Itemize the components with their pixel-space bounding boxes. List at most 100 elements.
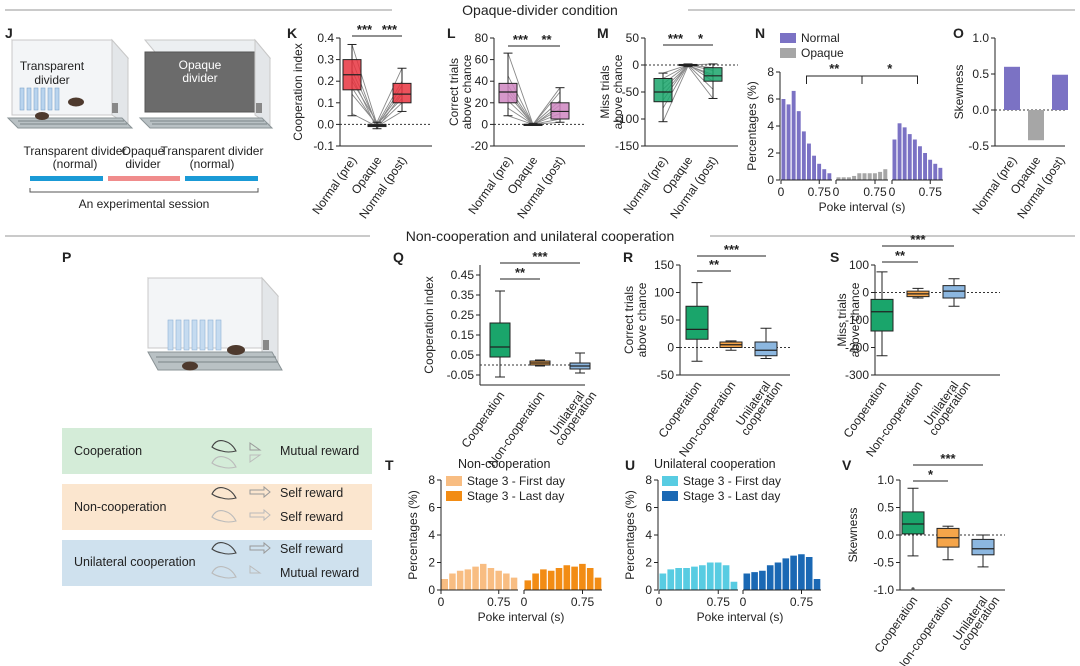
histogram-bar: [759, 570, 766, 590]
panel-letter-K: K: [287, 25, 297, 41]
transparent-divider-label: divider: [34, 73, 69, 87]
box-iqr: [653, 78, 673, 103]
histogram-bar: [472, 566, 479, 590]
panel-letter-J: J: [5, 25, 13, 41]
panel-letter-S: S: [830, 249, 839, 265]
y-tick-label: 100: [849, 258, 869, 272]
y-axis-label: Skewness: [952, 65, 966, 120]
reward-label: Self reward: [280, 542, 343, 556]
condition-cooperation: Cooperation Mutual reward: [62, 428, 372, 474]
y-tick-label: -0.5: [873, 556, 894, 570]
histogram-bar: [878, 171, 883, 180]
bar: [1028, 110, 1044, 141]
y-axis-label: Miss trials: [835, 293, 849, 346]
significance-label: ***: [910, 232, 926, 247]
mouse-outline-icon: [211, 566, 237, 579]
histogram-bar: [841, 177, 846, 180]
box: [942, 278, 966, 307]
box-iqr: [901, 511, 925, 535]
y-tick-label: 2: [645, 556, 652, 570]
panel-letter-V: V: [842, 457, 852, 473]
chart-title: Non-cooperation: [458, 457, 550, 471]
histogram-bar: [817, 163, 822, 180]
histogram-bar: [786, 104, 791, 180]
histogram-bar: [751, 572, 758, 590]
y-tick-label: 0: [862, 286, 869, 300]
significance-label: ***: [724, 242, 740, 257]
histogram-bar: [897, 123, 902, 180]
condition-non-cooperation: Non-cooperation Self reward Self reward: [62, 484, 372, 530]
histogram-bar: [722, 565, 730, 590]
mouse-outline-icon: [211, 456, 237, 469]
mouse-outline-icon: [211, 440, 237, 453]
y-tick-label: 0: [767, 173, 774, 187]
timeline-segment: [108, 176, 180, 181]
histogram-bar: [796, 111, 801, 180]
y-tick-label: 60: [475, 53, 489, 67]
x-tick-label: 0: [521, 595, 528, 609]
mouse-icon: [35, 112, 49, 120]
histogram-bar: [928, 159, 933, 180]
x-tick-label: 0.75: [863, 185, 887, 199]
y-tick-label: 100: [654, 286, 674, 300]
y-axis-label: Cooperation index: [291, 43, 305, 140]
y-tick-label: 0: [481, 117, 488, 131]
x-axis-label: Poke interval (s): [819, 200, 906, 214]
panel-letter-R: R: [623, 249, 633, 265]
arrow-icon: [249, 508, 271, 522]
opaque-divider-box: Opaque divider: [138, 38, 274, 129]
legend-swatch: [662, 491, 678, 501]
box: [703, 63, 723, 99]
histogram-bar: [867, 173, 872, 180]
panel-letter-T: T: [385, 457, 394, 473]
transparent-divider-label: Transparent: [20, 59, 85, 73]
condition-unilateral-cooperation: Unilateral cooperation Self reward Mutua…: [62, 540, 372, 586]
histogram-bar: [563, 565, 571, 590]
histogram-bar: [555, 568, 563, 590]
condition-box: [62, 484, 372, 530]
y-tick-label: 50: [626, 31, 640, 45]
y-tick-label: 0.45: [451, 268, 475, 282]
x-tick-label: 0: [778, 185, 785, 199]
y-tick-label: 50: [661, 313, 675, 327]
mouse-outline-icon: [211, 487, 237, 500]
y-axis-label: Correct trials: [447, 58, 461, 126]
histogram-bar: [791, 90, 796, 180]
histogram-bar: [579, 563, 586, 590]
box: [936, 525, 960, 561]
timeline-label-normal: (normal): [53, 157, 98, 171]
box: [342, 43, 362, 117]
significance-label: **: [515, 265, 526, 280]
y-tick-label: 0: [645, 583, 652, 597]
y-axis-label: above chance: [460, 54, 474, 129]
chart-title: Unilateral cooperation: [654, 457, 776, 471]
box-iqr: [685, 305, 709, 340]
histogram-bar: [812, 155, 816, 180]
histogram-bar: [827, 173, 832, 180]
timeline-segment: [185, 176, 258, 181]
histogram-bar: [464, 569, 472, 590]
legend-swatch: [662, 476, 678, 486]
histogram-bar: [683, 568, 690, 590]
significance-label: **: [709, 257, 720, 272]
legend-swatch: [780, 33, 796, 43]
y-axis-label: Correct trials: [622, 286, 636, 354]
histogram-bar: [798, 554, 805, 590]
histogram-bar: [883, 169, 888, 180]
y-tick-label: 80: [475, 31, 489, 45]
y-tick-label: 0.0: [972, 103, 989, 117]
box-iqr: [870, 298, 894, 332]
x-tick-label: 0: [740, 595, 747, 609]
y-tick-label: -300: [845, 368, 869, 382]
x-tick-label: 0.75: [487, 595, 511, 609]
y-tick-label: 0.4: [317, 31, 334, 45]
y-tick-label: -0.1: [313, 139, 334, 153]
box-iqr: [489, 322, 511, 358]
box: [678, 63, 698, 68]
significance-label: *: [887, 61, 893, 76]
x-tick-label: 0.75: [790, 595, 814, 609]
box: [971, 534, 995, 568]
y-tick-label: -50: [657, 368, 675, 382]
